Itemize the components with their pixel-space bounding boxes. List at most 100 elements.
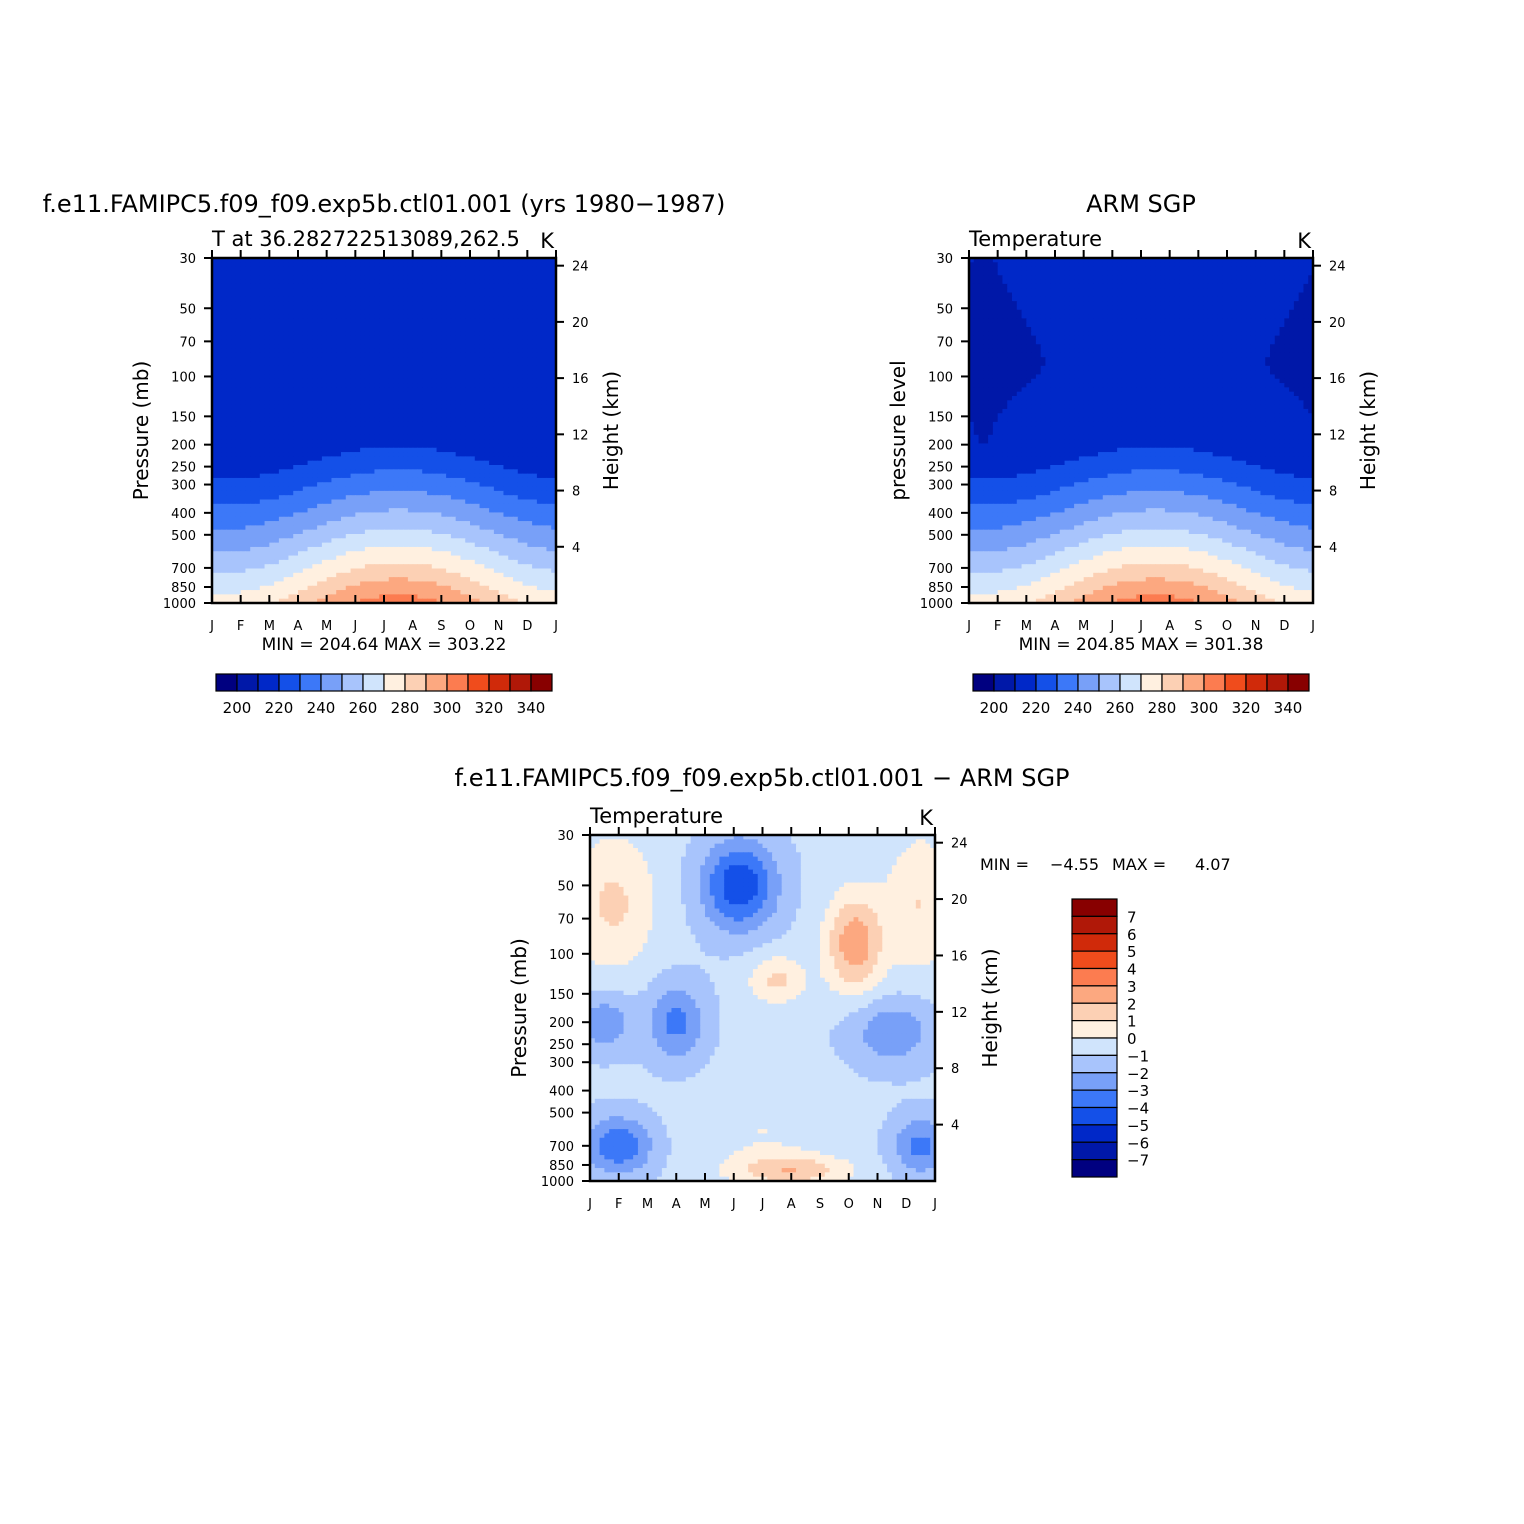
field-cell <box>360 508 365 513</box>
field-cell <box>303 508 308 513</box>
field-cell <box>499 344 504 349</box>
field-cell <box>370 431 375 436</box>
field-cell <box>417 318 422 323</box>
field-cell <box>274 495 279 500</box>
field-cell <box>331 349 336 354</box>
field-cell <box>317 262 322 267</box>
field-cell <box>336 297 341 302</box>
field-cell <box>542 435 547 440</box>
field-cell <box>250 396 255 401</box>
field-cell <box>432 530 437 535</box>
field-cell <box>398 262 403 267</box>
field-cell <box>460 534 465 539</box>
field-cell <box>274 530 279 535</box>
field-cell <box>370 530 375 535</box>
field-cell <box>484 443 489 448</box>
field-cell <box>279 262 284 267</box>
field-cell <box>288 530 293 535</box>
field-cell <box>389 366 394 371</box>
field-cell <box>327 400 332 405</box>
field-cell <box>327 474 332 479</box>
field-cell <box>441 357 446 362</box>
field-cell <box>379 288 384 293</box>
field-cell <box>355 284 360 289</box>
field-cell <box>360 534 365 539</box>
field-cell <box>503 491 508 496</box>
field-cell <box>236 370 241 375</box>
field-cell <box>470 284 475 289</box>
field-cell <box>398 534 403 539</box>
field-cell <box>503 301 508 306</box>
field-cell <box>465 318 470 323</box>
field-cell <box>394 478 399 483</box>
field-cell <box>417 267 422 272</box>
field-cell <box>241 280 246 285</box>
field-cell <box>513 267 518 272</box>
field-cell <box>231 353 236 358</box>
field-cell <box>542 344 547 349</box>
field-cell <box>327 271 332 276</box>
field-cell <box>260 301 265 306</box>
field-cell <box>532 288 537 293</box>
field-cell <box>284 383 289 388</box>
field-cell <box>288 310 293 315</box>
field-cell <box>284 331 289 336</box>
field-cell <box>513 426 518 431</box>
field-cell <box>427 491 432 496</box>
field-cell <box>327 301 332 306</box>
field-cell <box>374 431 379 436</box>
field-cell <box>413 491 418 496</box>
field-cell <box>265 500 270 505</box>
field-cell <box>527 435 532 440</box>
field-cell <box>403 314 408 319</box>
field-cell <box>470 357 475 362</box>
field-cell <box>308 461 313 466</box>
field-cell <box>441 297 446 302</box>
field-cell <box>327 323 332 328</box>
field-cell <box>384 508 389 513</box>
field-cell <box>523 547 528 552</box>
field-cell <box>446 474 451 479</box>
field-cell <box>279 344 284 349</box>
field-cell <box>523 340 528 345</box>
field-cell <box>542 340 547 345</box>
field-cell <box>265 469 270 474</box>
field-cell <box>446 413 451 418</box>
field-cell <box>336 525 341 530</box>
field-cell <box>413 267 418 272</box>
field-cell <box>303 500 308 505</box>
field-cell <box>441 422 446 427</box>
field-cell <box>346 517 351 522</box>
field-cell <box>355 288 360 293</box>
field-cell <box>236 508 241 513</box>
field-cell <box>465 439 470 444</box>
field-cell <box>336 400 341 405</box>
field-cell <box>293 293 298 298</box>
field-cell <box>441 543 446 548</box>
field-cell <box>432 461 437 466</box>
field-cell <box>523 392 528 397</box>
field-cell <box>269 435 274 440</box>
field-cell <box>284 465 289 470</box>
field-cell <box>537 387 542 392</box>
field-cell <box>470 469 475 474</box>
field-cell <box>288 301 293 306</box>
field-cell <box>279 374 284 379</box>
field-cell <box>241 387 246 392</box>
field-cell <box>437 521 442 526</box>
field-cell <box>542 275 547 280</box>
field-cell <box>331 517 336 522</box>
field-cell <box>403 504 408 509</box>
field-cell <box>269 327 274 332</box>
field-cell <box>245 495 250 500</box>
field-cell <box>484 323 489 328</box>
field-cell <box>255 551 260 556</box>
field-cell <box>408 409 413 414</box>
field-cell <box>217 366 222 371</box>
field-cell <box>226 452 231 457</box>
field-cell <box>527 336 532 341</box>
field-cell <box>470 538 475 543</box>
field-cell <box>542 284 547 289</box>
field-cell <box>279 323 284 328</box>
field-cell <box>274 452 279 457</box>
